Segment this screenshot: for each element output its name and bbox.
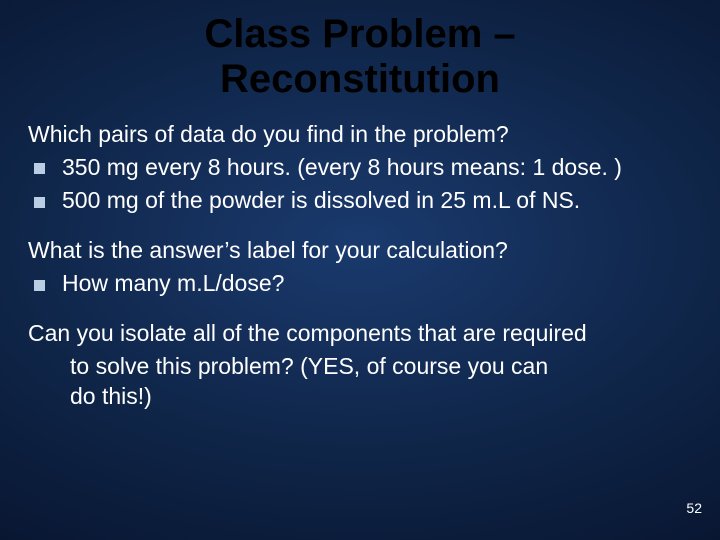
list-item: 500 mg of the powder is dissolved in 25 … [28, 186, 692, 215]
q2-prompt: What is the answer’s label for your calc… [28, 236, 692, 265]
q3-line1: Can you isolate all of the components th… [28, 319, 692, 348]
question-2-group: What is the answer’s label for your calc… [28, 236, 692, 299]
slide: Class Problem – Reconstitution Which pai… [0, 0, 720, 540]
q1-prompt: Which pairs of data do you find in the p… [28, 120, 692, 149]
question-1-group: Which pairs of data do you find in the p… [28, 120, 692, 216]
list-item: How many m.L/dose? [28, 269, 692, 298]
q2-bullets: How many m.L/dose? [28, 269, 692, 298]
q1-bullets: 350 mg every 8 hours. (every 8 hours mea… [28, 153, 692, 216]
q3-line3: do this!) [28, 382, 692, 411]
page-number: 52 [686, 500, 702, 516]
q3-line2: to solve this problem? (YES, of course y… [28, 352, 692, 381]
slide-title: Class Problem – Reconstitution [28, 12, 692, 102]
question-3-group: Can you isolate all of the components th… [28, 319, 692, 411]
title-line2: Reconstitution [220, 57, 500, 101]
title-line1: Class Problem – [204, 12, 515, 56]
list-item: 350 mg every 8 hours. (every 8 hours mea… [28, 153, 692, 182]
